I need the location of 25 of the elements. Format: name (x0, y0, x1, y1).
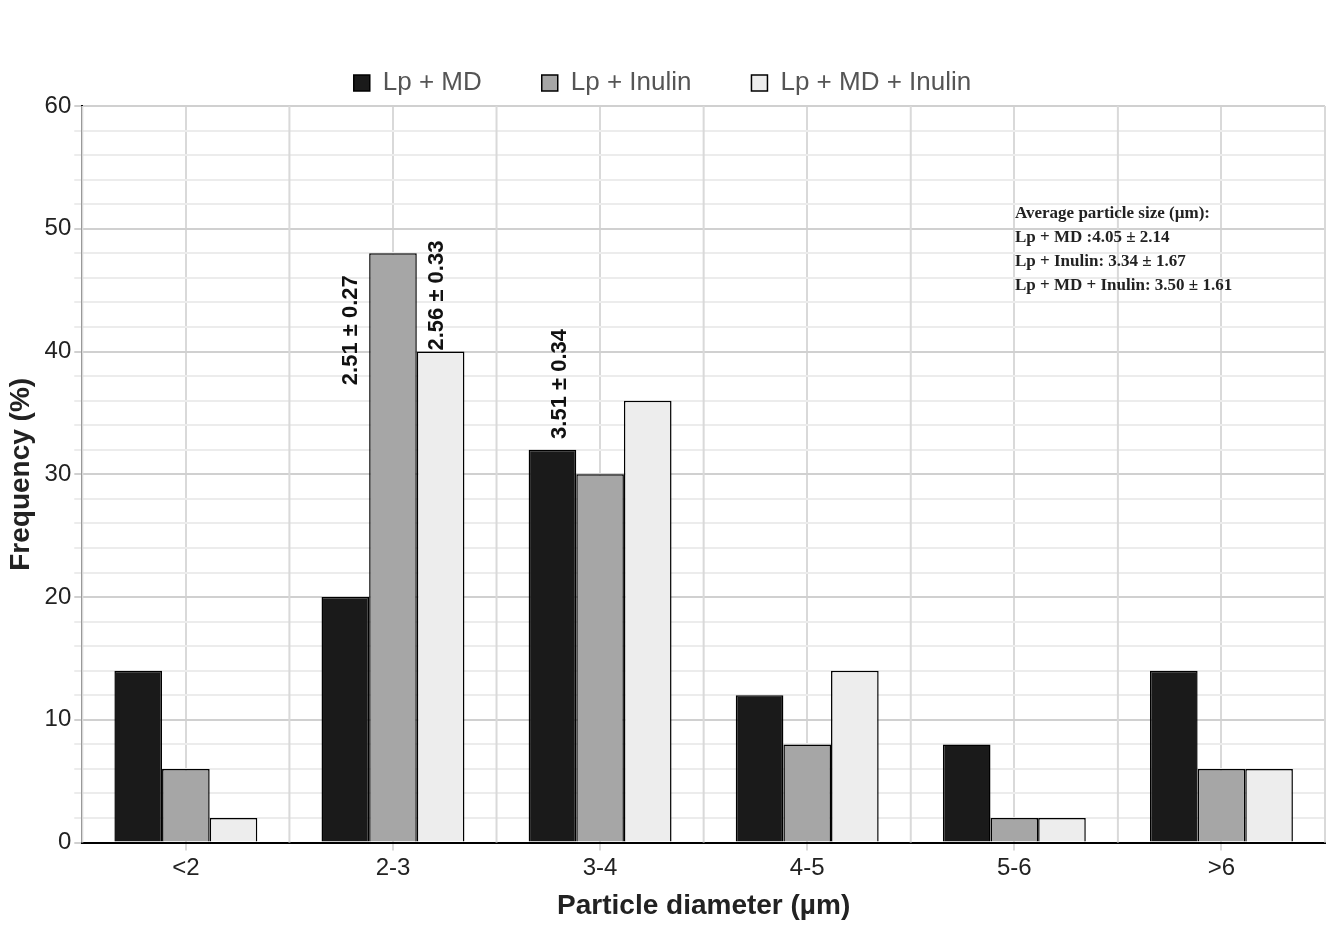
y-tick-label: 10 (44, 704, 72, 732)
annotation: Average particle size (µm): (1015, 203, 1210, 223)
x-tick-label: >6 (1207, 852, 1236, 880)
x-tick-label: 2-3 (375, 852, 411, 880)
legend-label: Lp + MD + Inulin (780, 66, 972, 97)
y-tick-label: 50 (44, 213, 72, 241)
annotation: 2.51 ± 0.27 (336, 275, 362, 386)
x-tick-label: 5-6 (996, 852, 1032, 880)
annotation: 2.56 ± 0.33 (422, 240, 448, 351)
y-tick-label: 0 (57, 827, 72, 855)
x-tick-label: 4-5 (789, 852, 825, 880)
y-tick-label: 60 (44, 90, 72, 118)
x-tick-label: <2 (172, 852, 200, 880)
y-tick-label: 40 (44, 336, 72, 364)
y-tick-label: 20 (44, 581, 72, 609)
annotation: Lp + MD + Inulin: 3.50 ± 1.61 (1015, 275, 1233, 295)
x-tick-label: 3-4 (582, 852, 618, 880)
x-axis-title: Particle diameter (µm) (557, 888, 851, 920)
legend-label: Lp + Inulin (570, 66, 692, 97)
y-axis-title: Frequency (%) (3, 377, 35, 571)
annotation: Lp + Inulin: 3.34 ± 1.67 (1015, 251, 1187, 271)
annotation: 3.51 ± 0.34 (545, 328, 571, 439)
y-tick-label: 30 (44, 458, 72, 486)
legend-label: Lp + MD (382, 66, 482, 97)
annotation: Lp + MD :4.05 ± 2.14 (1015, 227, 1171, 247)
